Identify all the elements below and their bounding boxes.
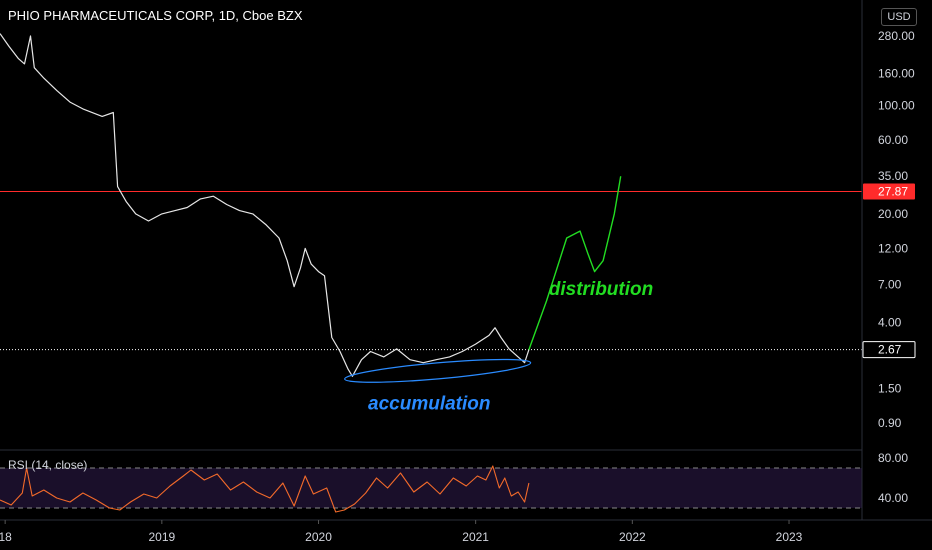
accumulation-ellipse [344,358,532,383]
price-tick-label: 20.00 [878,207,908,221]
price-series-line [0,33,530,377]
price-tick-label: 280.00 [878,29,915,43]
time-tick-label: 18 [0,530,12,544]
rsi-tick-label: 80.00 [878,451,908,465]
time-tick-label: 2021 [462,530,489,544]
time-tick-label: 2020 [305,530,332,544]
projection-line [528,176,622,350]
price-tick-label: 100.00 [878,98,915,112]
price-tick-label: 7.00 [878,278,902,292]
time-tick-label: 2019 [148,530,175,544]
rsi-pane [0,465,862,513]
rsi-line [0,465,530,513]
resistance-price-label: 27.87 [878,185,908,199]
time-axis[interactable]: 18 2019 2020 2021 2022 2023 [0,519,932,544]
accumulation-label: accumulation [368,393,490,414]
price-tick-label: 35.00 [878,169,908,183]
chart-title: PHIO PHARMACEUTICALS CORP, 1D, Cboe BZX [8,8,303,23]
rsi-tick-label: 40.00 [878,491,908,505]
price-tick-label: 1.50 [878,382,902,396]
price-axis[interactable]: 0.90 1.50 4.00 7.00 12.00 20.00 35.00 60.00 100.… [861,0,916,520]
price-tick-label: 4.00 [878,315,902,329]
distribution-label: distribution [549,279,653,300]
resistance-price-tag [863,183,915,200]
current-price-label: 2.67 [878,343,902,357]
current-price-tag [862,341,916,359]
rsi-indicator-label: RSI (14, close) [8,458,88,472]
price-tick-label: 0.90 [878,416,902,430]
price-tick-label: 60.00 [878,133,908,147]
price-tick-label: 12.00 [878,241,908,255]
time-tick-label: 2023 [776,530,803,544]
price-tick-label: 160.00 [878,67,915,81]
price-pane: accumulation distribution [0,33,862,451]
time-tick-label: 2022 [619,530,646,544]
rsi-band-fill [0,468,862,508]
currency-button[interactable]: USD [881,8,917,26]
